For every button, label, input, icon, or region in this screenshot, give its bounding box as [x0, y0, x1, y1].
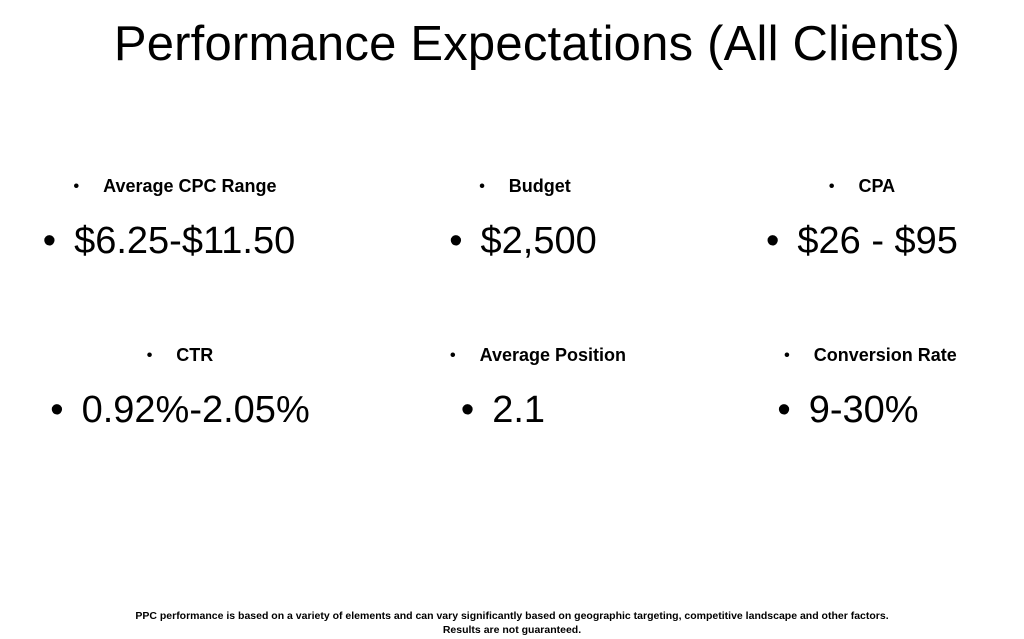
bullet-icon: •	[479, 178, 485, 195]
bullet-icon: •	[73, 178, 80, 195]
disclaimer-line: Results are not guaranteed.	[442, 624, 582, 636]
slide-title: Performance Expectations (All Clients)	[113, 17, 961, 71]
metric-label: Average Position	[479, 345, 626, 365]
metric-value: 2.1	[492, 389, 546, 431]
metric-label-row: • Average Position	[373, 345, 703, 366]
bullet-icon: •	[828, 178, 835, 195]
metric-label-row: • CTR	[15, 345, 345, 366]
metric-value-row: • $2,500	[360, 220, 690, 263]
metric-label: CTR	[176, 345, 214, 365]
bullet-icon: •	[460, 389, 475, 431]
bullet-icon: •	[766, 220, 780, 262]
metric-value-row: • 9-30%	[683, 389, 1013, 432]
metric-label: Budget	[508, 176, 571, 196]
bullet-icon: •	[777, 389, 791, 431]
metric-value-row: • 0.92%-2.05%	[15, 389, 345, 432]
metric-label: Average CPC Range	[103, 176, 277, 196]
metric-ctr: • CTR • 0.92%-2.05%	[15, 345, 345, 445]
metric-average-position: • Average Position • 2.1	[373, 345, 703, 445]
metric-value: $26 - $95	[797, 220, 958, 262]
metric-value-row: • $6.25-$11.50	[4, 220, 334, 263]
bullet-icon: •	[449, 220, 463, 262]
metric-value: $2,500	[480, 220, 597, 262]
metric-conversion-rate: • Conversion Rate • 9-30%	[683, 345, 1013, 445]
metric-value-row: • $26 - $95	[697, 220, 1024, 263]
bullet-icon: •	[450, 347, 456, 364]
bullet-icon: •	[50, 389, 64, 431]
bullet-icon: •	[42, 220, 57, 262]
metric-value-row: • 2.1	[373, 389, 703, 432]
metric-label: Conversion Rate	[813, 345, 957, 365]
metric-label-row: • Conversion Rate	[683, 345, 1013, 366]
bullet-icon: •	[784, 347, 790, 364]
metric-budget: • Budget • $2,500	[360, 176, 690, 276]
disclaimer-line: PPC performance is based on a variety of…	[135, 610, 889, 622]
metric-label: CPA	[858, 176, 896, 196]
metric-value: $6.25-$11.50	[74, 220, 296, 262]
disclaimer-footer: PPC performance is based on a variety of…	[0, 609, 1024, 637]
metric-label-row: • Average CPC Range	[4, 176, 334, 197]
metric-value: 0.92%-2.05%	[81, 389, 310, 431]
metric-average-cpc-range: • Average CPC Range • $6.25-$11.50	[4, 176, 334, 276]
metric-value: 9-30%	[808, 389, 919, 431]
metric-label-row: • Budget	[360, 176, 690, 197]
bullet-icon: •	[146, 347, 153, 364]
metric-label-row: • CPA	[697, 176, 1024, 197]
metric-cpa: • CPA • $26 - $95	[697, 176, 1024, 276]
